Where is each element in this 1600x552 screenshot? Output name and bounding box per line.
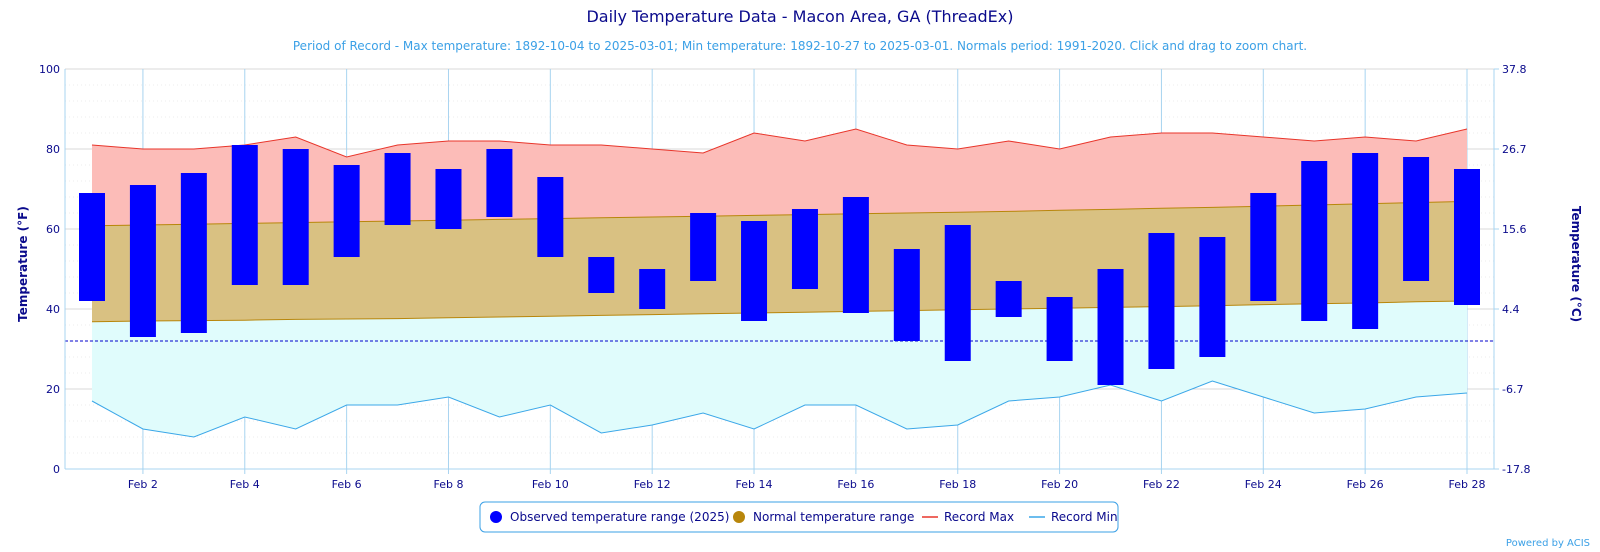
normal-low-line: [91, 300, 1468, 323]
observed-bar[interactable]: [1403, 157, 1430, 281]
legend-label-observed: Observed temperature range (2025): [510, 510, 729, 524]
observed-bar[interactable]: [944, 225, 971, 361]
observed-bar[interactable]: [79, 193, 105, 301]
record-min-line: [91, 380, 1468, 438]
x-tick-label: Feb 6: [332, 478, 362, 491]
observed-bar[interactable]: [180, 173, 207, 333]
x-tick-label: Feb 28: [1449, 478, 1486, 491]
y-tick-label-right: -6.7: [1502, 383, 1523, 396]
observed-bar[interactable]: [333, 165, 360, 257]
observed-bar[interactable]: [1454, 169, 1480, 305]
observed-bar[interactable]: [1046, 297, 1073, 361]
y-tick-label-right: 15.6: [1502, 223, 1527, 236]
legend-item-observed[interactable]: Observed temperature range (2025): [490, 510, 729, 524]
observed-bar[interactable]: [588, 257, 615, 293]
legend-label-record-max: Record Max: [944, 510, 1014, 524]
legend-box: [479, 501, 1119, 533]
observed-bar[interactable]: [129, 185, 156, 337]
observed-bar[interactable]: [893, 249, 920, 341]
y-tick-label-left: 0: [53, 463, 60, 476]
x-tick-label: Feb 26: [1347, 478, 1384, 491]
y-tick-label-left: 60: [46, 223, 60, 236]
observed-bar[interactable]: [690, 213, 717, 281]
observed-bar[interactable]: [995, 281, 1022, 317]
x-tick-label: Feb 18: [939, 478, 976, 491]
y-tick-label-left: 100: [39, 63, 60, 76]
legend-item-record-min[interactable]: Record Min: [1029, 510, 1118, 524]
observed-bar[interactable]: [1097, 269, 1124, 385]
y-axis-title-left: Temperature (°F): [16, 206, 30, 322]
x-tick-label: Feb 20: [1041, 478, 1078, 491]
observed-bar[interactable]: [639, 269, 666, 309]
observed-bar[interactable]: [231, 145, 258, 285]
observed-bar[interactable]: [842, 197, 869, 313]
bar-layer: [79, 145, 1480, 385]
x-tick-label: Feb 22: [1143, 478, 1180, 491]
y-tick-label-left: 20: [46, 383, 60, 396]
chart-legend: Observed temperature range (2025) Normal…: [479, 501, 1119, 533]
x-tick-label: Feb 10: [532, 478, 569, 491]
line-layer: [65, 128, 1494, 438]
x-tick-label: Feb 12: [634, 478, 671, 491]
observed-bar[interactable]: [282, 149, 309, 285]
y-tick-label-right: 26.7: [1502, 143, 1527, 156]
chart-title: Daily Temperature Data - Macon Area, GA …: [586, 7, 1013, 26]
legend-symbol-normal: [733, 511, 745, 523]
y-tick-label-left: 80: [46, 143, 60, 156]
observed-bar[interactable]: [1148, 233, 1175, 369]
observed-bar[interactable]: [486, 149, 513, 217]
y-tick-label-right: -17.8: [1502, 463, 1530, 476]
observed-bar[interactable]: [435, 169, 462, 229]
y-tick-label-left: 40: [46, 303, 60, 316]
legend-symbol-observed: [490, 511, 502, 523]
x-tick-label: Feb 2: [128, 478, 158, 491]
axis-layer: 0 20 40 60 80 100 -17.8 -6.7 4.4 15.6 26.7 37.8 Feb …: [39, 63, 1530, 491]
legend-label-normal: Normal temperature range: [753, 510, 914, 524]
observed-bar[interactable]: [384, 153, 411, 225]
observed-bar[interactable]: [537, 177, 564, 257]
record-max-line: [91, 128, 1468, 158]
observed-bar[interactable]: [791, 209, 818, 289]
observed-bar[interactable]: [1301, 161, 1328, 321]
x-tick-label: Feb 4: [230, 478, 260, 491]
x-tick-label: Feb 16: [837, 478, 874, 491]
legend-item-record-max[interactable]: Record Max: [922, 510, 1014, 524]
y-axis-title-right: Temperature (°C): [1569, 206, 1583, 322]
observed-bar[interactable]: [1199, 237, 1226, 357]
x-tick-label: Feb 24: [1245, 478, 1282, 491]
x-tick-label: Feb 8: [433, 478, 463, 491]
y-tick-label-right: 37.8: [1502, 63, 1527, 76]
y-tick-label-right: 4.4: [1502, 303, 1520, 316]
x-tick-label: Feb 14: [736, 478, 773, 491]
observed-bar[interactable]: [741, 221, 768, 321]
chart-subtitle: Period of Record - Max temperature: 1892…: [293, 39, 1307, 53]
observed-bar[interactable]: [1250, 193, 1277, 301]
legend-label-record-min: Record Min: [1051, 510, 1118, 524]
credit-link[interactable]: Powered by ACIS: [1506, 538, 1590, 549]
observed-bar[interactable]: [1352, 153, 1379, 329]
normal-high-line: [91, 200, 1468, 227]
legend-item-normal[interactable]: Normal temperature range: [733, 510, 914, 524]
